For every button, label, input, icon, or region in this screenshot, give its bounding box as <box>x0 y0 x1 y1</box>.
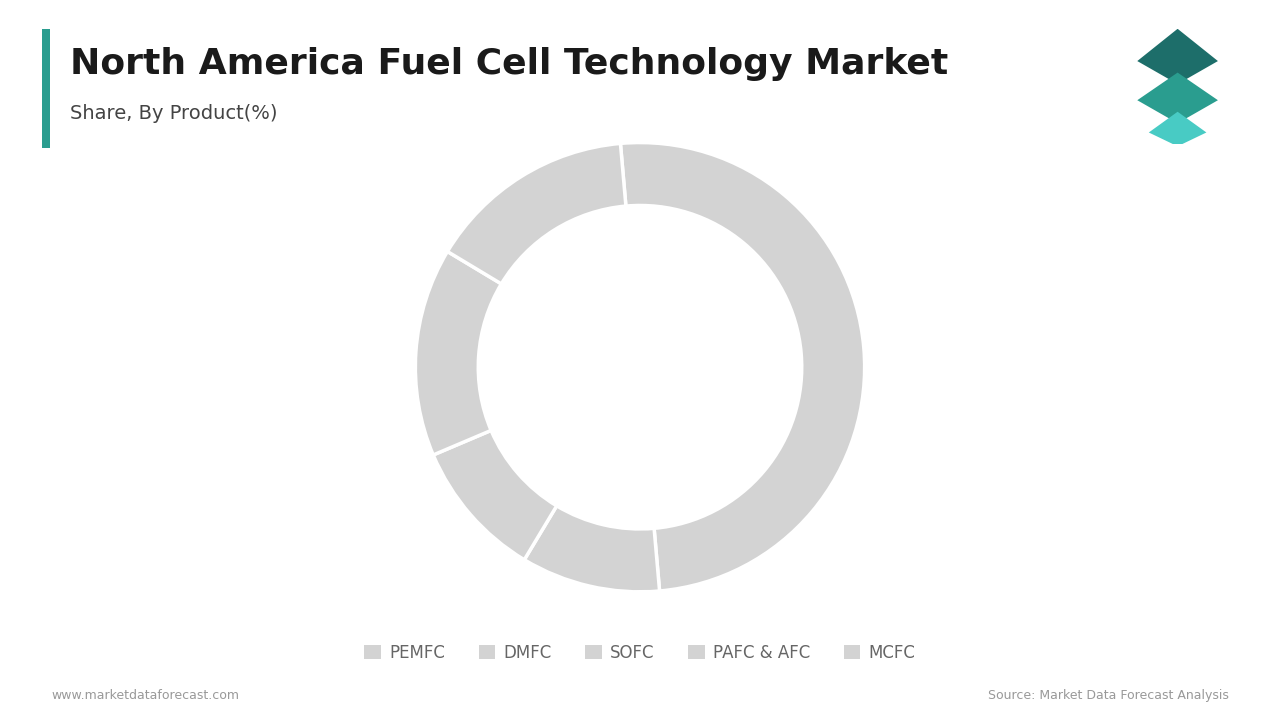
Wedge shape <box>621 143 864 591</box>
Polygon shape <box>1149 112 1207 146</box>
Text: www.marketdataforecast.com: www.marketdataforecast.com <box>51 689 239 702</box>
Text: North America Fuel Cell Technology Market: North America Fuel Cell Technology Marke… <box>70 47 948 81</box>
Legend: PEMFC, DMFC, SOFC, PAFC & AFC, MCFC: PEMFC, DMFC, SOFC, PAFC & AFC, MCFC <box>358 637 922 668</box>
Polygon shape <box>1138 29 1219 84</box>
Wedge shape <box>525 506 659 592</box>
Polygon shape <box>1138 73 1219 123</box>
Text: Source: Market Data Forecast Analysis: Source: Market Data Forecast Analysis <box>988 689 1229 702</box>
Text: Share, By Product(%): Share, By Product(%) <box>70 104 278 123</box>
Wedge shape <box>448 143 626 284</box>
Wedge shape <box>416 251 502 455</box>
Wedge shape <box>433 431 557 559</box>
